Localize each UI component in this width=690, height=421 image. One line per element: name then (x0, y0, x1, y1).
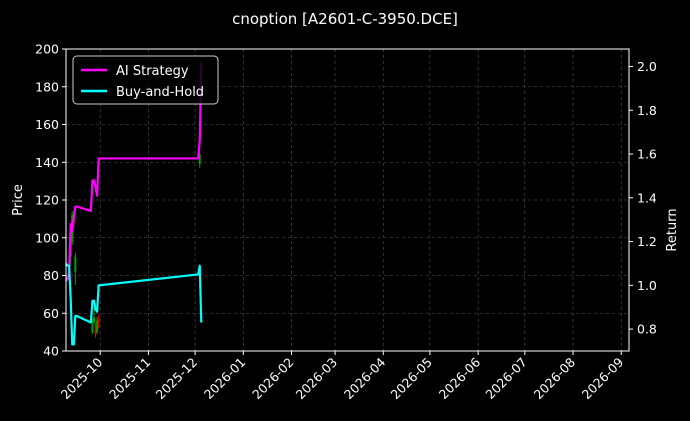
series-layer (65, 62, 203, 346)
chart-title: cnoption [A2601-C-3950.DCE] (232, 10, 458, 28)
legend-box (72, 55, 219, 105)
candle-body (198, 154, 201, 165)
y-tick-label: 160 (35, 117, 59, 132)
y2-tick-label: 1.4 (637, 190, 657, 205)
y2-tick-label: 1.8 (637, 103, 657, 118)
y2-tick-label: 1.2 (637, 234, 657, 249)
candle-body (96, 320, 99, 333)
candle-body (92, 317, 95, 323)
y-tick-label: 100 (35, 230, 59, 245)
series-line-ai-strategy (65, 62, 203, 282)
y2-axis-label: Return (665, 208, 680, 251)
legend-label-buy-and-hold: Buy-and-Hold (116, 85, 204, 100)
candle-body (74, 256, 77, 272)
legend: AI Strategy Buy-and-Hold (72, 55, 219, 105)
y2-tick-label: 1.6 (637, 147, 657, 162)
y2-tick-label: 0.8 (637, 322, 657, 337)
legend-label-ai-strategy: AI Strategy (116, 64, 189, 79)
y2-tick-label: 1.0 (637, 278, 657, 293)
y2-tick-label: 2.0 (637, 59, 657, 74)
y-tick-label: 80 (43, 268, 59, 283)
series-line-buy-and-hold (65, 262, 203, 346)
y-tick-label: 120 (35, 193, 59, 208)
y-tick-label: 140 (35, 155, 59, 170)
candle-body (94, 326, 97, 335)
y-tick-label: 180 (35, 79, 59, 94)
y-tick-label: 60 (43, 306, 59, 321)
y-tick-label: 200 (35, 42, 59, 57)
candle-body (97, 318, 100, 325)
candle-body (91, 324, 94, 333)
y-axis-label: Price (11, 184, 26, 216)
y-tick-label: 40 (43, 344, 59, 359)
